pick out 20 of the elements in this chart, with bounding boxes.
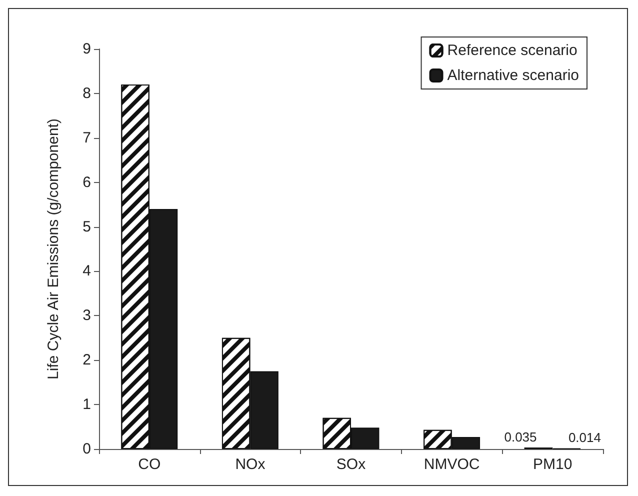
y-tick-label: 0	[82, 440, 91, 458]
y-axis-title: Life Cycle Air Emissions (g/component)	[45, 118, 62, 380]
y-tick-label: 3	[82, 307, 91, 324]
x-tick-label: PM10	[533, 456, 572, 473]
y-tick-label: 9	[82, 40, 91, 58]
y-tick-label: 4	[82, 262, 91, 280]
x-tick-label: CO	[138, 456, 161, 473]
x-tick-label: NOx	[235, 456, 266, 473]
y-tick-label: 2	[82, 352, 91, 369]
y-tick-label: 6	[82, 174, 91, 191]
x-tick-label: NMVOC	[424, 456, 480, 473]
y-tick-label: 1	[82, 396, 91, 414]
y-tick-label: 5	[82, 218, 91, 236]
x-tick-label: SOx	[336, 456, 366, 473]
y-tick-label: 8	[82, 84, 91, 102]
data-label: 0.014	[568, 430, 601, 446]
y-tick-label: 7	[82, 129, 91, 146]
legend-label: Alternative scenario	[447, 67, 579, 84]
data-label: 0.035	[504, 429, 537, 444]
legend-label: Reference scenario	[447, 42, 578, 59]
